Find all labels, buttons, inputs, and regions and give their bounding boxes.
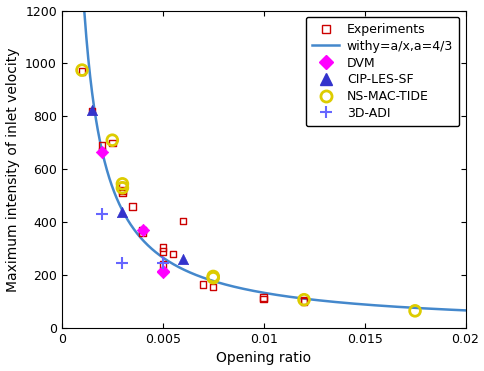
Point [118, 187, 126, 193]
Point [179, 256, 186, 262]
Point [300, 299, 307, 305]
Point [168, 251, 176, 257]
Point [159, 260, 166, 266]
Point [410, 308, 418, 314]
Point [108, 137, 116, 143]
Y-axis label: Maximum intensity of inlet velocity: Maximum intensity of inlet velocity [5, 47, 19, 292]
Point [199, 282, 207, 288]
Point [159, 268, 166, 274]
Point [118, 182, 126, 188]
Point [209, 284, 217, 290]
Point [138, 227, 146, 233]
Legend: Experiments, withy=a/x,a=4/3, DVM, CIP-LES-SF, NS-MAC-TIDE, 3D-ADI: Experiments, withy=a/x,a=4/3, DVM, CIP-L… [305, 17, 458, 126]
Point [209, 273, 217, 279]
Point [88, 107, 96, 113]
Point [118, 181, 126, 187]
Point [300, 297, 307, 303]
Point [159, 262, 166, 267]
Point [138, 227, 146, 233]
Point [159, 248, 166, 254]
Point [108, 140, 116, 146]
Point [88, 108, 96, 114]
X-axis label: Opening ratio: Opening ratio [216, 351, 311, 365]
Point [118, 209, 126, 214]
Point [159, 244, 166, 250]
Point [118, 185, 126, 191]
Point [209, 275, 217, 281]
Point [98, 142, 106, 148]
Point [179, 218, 186, 224]
Point [159, 269, 166, 275]
Point [138, 230, 146, 236]
Point [98, 211, 106, 217]
Point [128, 203, 136, 209]
Point [98, 148, 106, 154]
Point [78, 68, 86, 74]
Point [259, 296, 267, 302]
Point [300, 297, 307, 303]
Point [78, 67, 86, 73]
Point [98, 149, 106, 155]
Point [118, 190, 126, 196]
Point [259, 295, 267, 301]
Point [118, 260, 126, 266]
